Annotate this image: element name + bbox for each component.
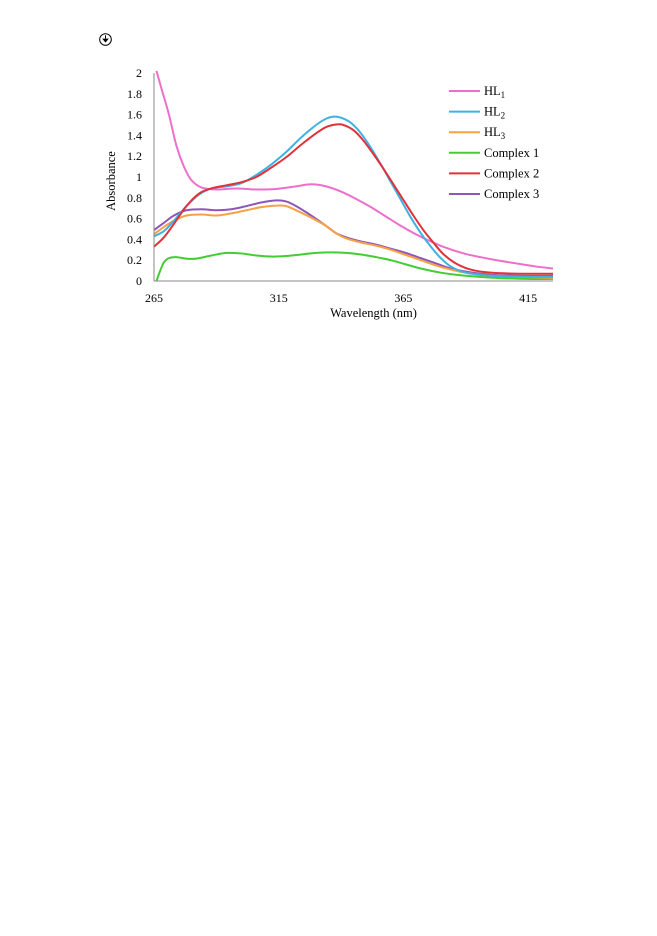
series-line-6 — [153, 199, 554, 277]
x-tick-labels: 265 315 365 415 — [145, 291, 537, 305]
y-tick-label: 0 — [136, 274, 142, 288]
legend-label: HL3 — [484, 125, 506, 141]
legend-label: HL1 — [484, 84, 505, 100]
legend-label: HL2 — [484, 105, 505, 121]
y-axis-title: Absorbance — [104, 151, 118, 211]
circled-arrow-icon — [99, 33, 112, 46]
series-line-5 — [153, 123, 554, 275]
y-tick-label: 2 — [136, 66, 142, 80]
x-tick-label: 365 — [394, 291, 412, 305]
plot-lines — [153, 70, 554, 282]
y-tick-label: 1.8 — [127, 87, 142, 101]
y-tick-labels: 0 0.2 0.4 0.6 0.8 1 1.2 1.4 1.6 1.8 2 — [127, 66, 142, 288]
legend-label: Complex 2 — [484, 166, 539, 180]
series-line-3 — [153, 204, 554, 279]
uv-vis-chart: 0 0.2 0.4 0.6 0.8 1 1.2 1.4 1.6 1.8 2 265 315 365 415… — [104, 66, 554, 320]
x-tick-label: 415 — [519, 291, 537, 305]
series-line-1 — [155, 70, 554, 270]
y-tick-label: 0.4 — [127, 232, 142, 246]
y-tick-label: 1.2 — [127, 149, 142, 163]
x-tick-label: 265 — [145, 291, 163, 305]
legend: HL1 HL2 HL3 Complex 1 Complex 2 Complex 3 — [449, 84, 539, 201]
y-tick-label: 0.8 — [127, 191, 142, 205]
legend-label: Complex 3 — [484, 187, 539, 201]
x-axis-title: Wavelength (nm) — [330, 306, 417, 320]
y-tick-label: 0.6 — [127, 212, 142, 226]
legend-label: Complex 1 — [484, 146, 539, 160]
y-tick-label: 1.6 — [127, 108, 142, 122]
y-tick-label: 1.4 — [127, 128, 142, 142]
x-tick-label: 315 — [270, 291, 288, 305]
series-line-4 — [155, 251, 554, 282]
y-tick-label: 0.2 — [127, 253, 142, 267]
y-tick-label: 1 — [136, 170, 142, 184]
